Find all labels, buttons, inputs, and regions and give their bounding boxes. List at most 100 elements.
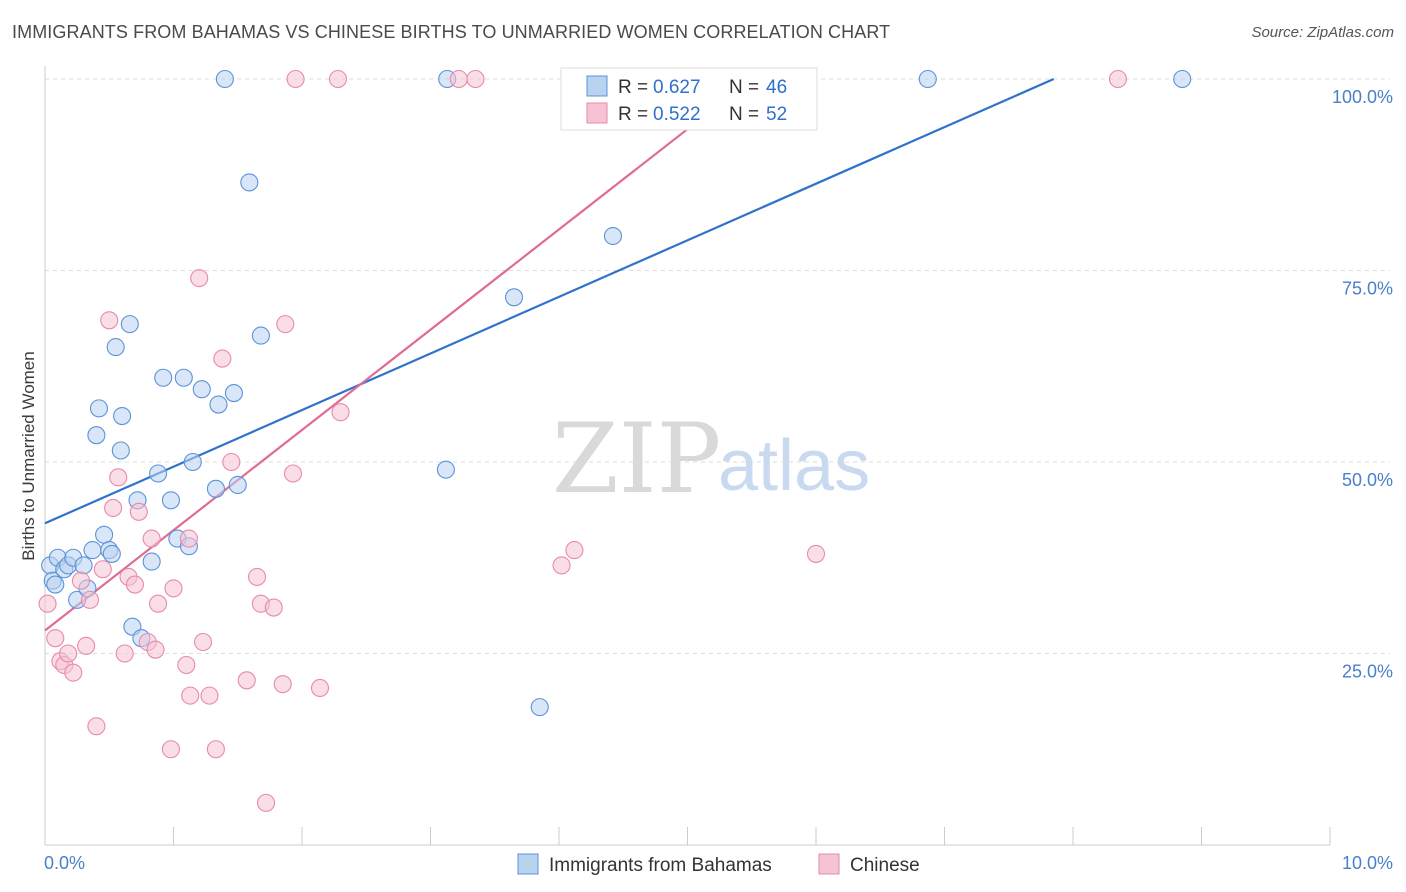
data-point-bahamas <box>149 464 168 483</box>
data-point-chinese <box>213 349 232 368</box>
data-point-chinese <box>38 594 57 613</box>
data-point-bahamas <box>603 226 623 246</box>
data-point-bahamas <box>161 491 180 510</box>
data-point-chinese <box>64 663 83 682</box>
data-point-chinese <box>247 567 267 586</box>
x-tick-label: 10.0% <box>1342 853 1393 873</box>
data-point-chinese <box>286 69 305 89</box>
data-point-chinese <box>142 529 161 548</box>
data-point-chinese <box>77 636 96 655</box>
data-point-bahamas <box>436 460 455 479</box>
data-point-bahamas <box>1173 69 1192 89</box>
data-point-bahamas <box>206 479 225 498</box>
data-point-bahamas <box>174 368 193 387</box>
data-point-chinese <box>164 579 183 598</box>
legend-r-label-1: R = <box>618 77 648 98</box>
legend-swatch-bahamas <box>586 75 608 97</box>
bottom-legend-label-chinese: Chinese <box>850 855 920 876</box>
data-point-chinese <box>80 590 100 609</box>
data-point-chinese <box>181 686 200 705</box>
points-layer <box>38 69 1192 812</box>
trend-line-bahamas <box>44 77 1055 525</box>
data-point-chinese <box>194 632 213 652</box>
data-point-bahamas <box>240 173 259 192</box>
data-point-chinese <box>273 675 292 694</box>
data-point-bahamas <box>918 69 937 89</box>
data-point-bahamas <box>87 426 106 445</box>
chart-source: Source: ZipAtlas.com <box>1251 24 1394 41</box>
data-point-bahamas <box>183 452 202 472</box>
data-point-bahamas <box>95 525 114 544</box>
data-point-chinese <box>466 69 485 89</box>
data-point-bahamas <box>215 69 234 89</box>
data-point-chinese <box>46 629 65 648</box>
data-point-chinese <box>100 311 119 330</box>
data-point-chinese <box>129 502 148 521</box>
data-point-bahamas <box>192 380 211 399</box>
data-point-chinese <box>264 598 283 617</box>
data-point-bahamas <box>89 399 109 418</box>
legend-r-label-2: R = <box>618 104 648 125</box>
trend-layer <box>44 77 1055 632</box>
data-point-chinese <box>179 529 198 548</box>
data-point-bahamas <box>142 552 161 571</box>
data-point-bahamas <box>74 556 93 575</box>
data-point-bahamas <box>102 544 121 563</box>
data-point-chinese <box>331 403 350 422</box>
axes-layer <box>44 66 1331 846</box>
bottom-legend: Immigrants from Bahamas Chinese <box>517 853 920 876</box>
data-point-chinese <box>283 464 303 483</box>
data-point-chinese <box>149 594 168 613</box>
data-point-bahamas <box>209 395 228 414</box>
data-point-chinese <box>310 678 330 698</box>
legend-r-value-2: 0.522 <box>653 104 701 125</box>
bottom-legend-label-bahamas: Immigrants from Bahamas <box>549 855 772 876</box>
legend-n-value-1: 46 <box>766 77 787 98</box>
data-point-bahamas <box>106 338 125 357</box>
data-point-bahamas <box>251 326 270 345</box>
data-point-bahamas <box>530 698 549 717</box>
data-point-bahamas <box>111 441 130 460</box>
data-point-chinese <box>449 69 468 89</box>
legend-n-value-2: 52 <box>766 104 787 125</box>
legend-swatch-chinese <box>586 102 608 124</box>
data-point-bahamas <box>113 406 132 426</box>
data-point-chinese <box>104 498 123 518</box>
legend-n-label-1: N = <box>729 77 759 98</box>
y-tick-label: 25.0% <box>1342 662 1393 682</box>
y-axis-label: Births to Unmarried Women <box>19 351 38 560</box>
y-tick-label: 75.0% <box>1342 279 1393 299</box>
data-point-chinese <box>115 644 134 663</box>
chart-title: IMMIGRANTS FROM BAHAMAS VS CHINESE BIRTH… <box>12 22 891 42</box>
trend-line-chinese <box>44 78 753 632</box>
data-point-chinese <box>276 315 295 334</box>
data-point-chinese <box>71 571 91 590</box>
data-point-chinese <box>87 717 106 736</box>
data-point-chinese <box>806 544 826 563</box>
y-tick-label: 100.0% <box>1332 87 1393 107</box>
data-point-chinese <box>552 556 571 575</box>
data-point-bahamas <box>504 288 524 307</box>
y-tick-label: 50.0% <box>1342 470 1393 490</box>
data-point-chinese <box>177 655 196 675</box>
data-point-chinese <box>190 269 209 288</box>
data-point-chinese <box>146 640 165 659</box>
data-point-chinese <box>565 541 584 560</box>
watermark-atlas: atlas <box>718 426 870 506</box>
data-point-chinese <box>222 452 241 472</box>
data-point-bahamas <box>228 475 247 495</box>
grid-layer <box>45 78 1390 654</box>
data-point-bahamas <box>46 575 65 594</box>
ticks-layer: 25.0% 50.0% 75.0% 100.0% 0.0% 10.0% <box>44 87 1393 873</box>
data-point-chinese <box>328 69 348 89</box>
data-point-chinese <box>109 468 128 487</box>
data-point-chinese <box>59 644 78 663</box>
data-point-chinese <box>125 575 144 594</box>
data-point-chinese <box>1108 69 1128 89</box>
bottom-legend-swatch-bahamas <box>517 853 539 875</box>
watermark-zip: ZIP <box>552 403 721 515</box>
data-point-chinese <box>161 740 180 759</box>
data-point-chinese <box>256 793 276 812</box>
legend-r-value-1: 0.627 <box>653 77 701 98</box>
